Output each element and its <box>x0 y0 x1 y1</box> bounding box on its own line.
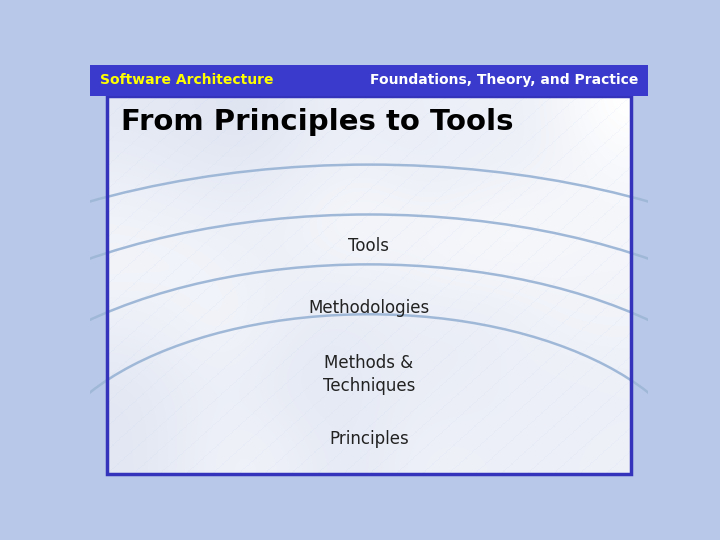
Text: Foundations, Theory, and Practice: Foundations, Theory, and Practice <box>369 73 638 87</box>
Text: From Principles to Tools: From Principles to Tools <box>121 109 513 137</box>
Text: Tools: Tools <box>348 237 390 255</box>
Text: Methods &
Techniques: Methods & Techniques <box>323 354 415 395</box>
Text: Principles: Principles <box>329 430 409 448</box>
Text: Methodologies: Methodologies <box>308 299 430 317</box>
Text: Software Architecture: Software Architecture <box>100 73 274 87</box>
FancyBboxPatch shape <box>90 65 648 96</box>
